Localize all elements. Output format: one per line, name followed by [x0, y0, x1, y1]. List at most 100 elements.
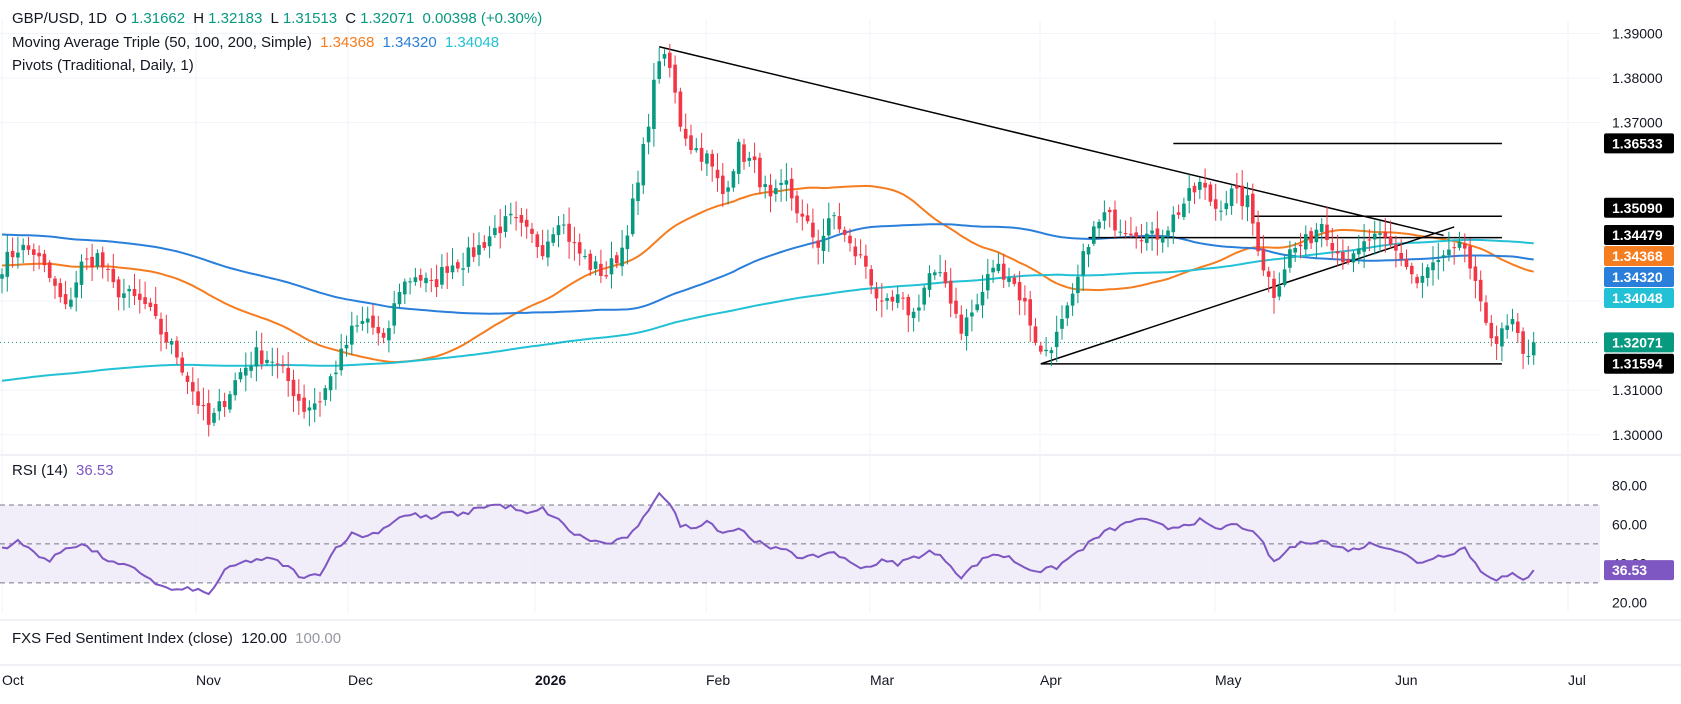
candle-body: [1060, 319, 1064, 329]
candle-body: [1473, 266, 1478, 281]
candle-body: [577, 242, 582, 254]
price-label-box: [1604, 288, 1674, 309]
candle-body: [1155, 228, 1160, 240]
candle-body: [646, 126, 651, 143]
candle-body: [1478, 279, 1483, 302]
price-labels: 1.36533 1.35090 1.34479 1.34368 1.34320 1.340…: [1604, 133, 1674, 374]
candle-body: [217, 401, 222, 412]
candle-body: [662, 54, 667, 59]
candle-body: [694, 148, 699, 151]
candle-body: [79, 261, 84, 285]
candle-body: [1054, 331, 1059, 348]
candles: [0, 43, 1536, 437]
candle-body: [1516, 321, 1520, 333]
price-label-box: [1604, 133, 1674, 154]
trendlines: [0, 46, 1600, 365]
close-label: C 1.32071: [345, 10, 415, 27]
candle-body: [731, 171, 736, 188]
candle-body: [959, 314, 964, 334]
candle-body: [1431, 262, 1435, 271]
candle-body: [853, 246, 858, 257]
candle-body: [858, 254, 863, 256]
candle-body: [917, 307, 921, 311]
candle-body: [1076, 276, 1080, 294]
candle-body: [0, 274, 4, 279]
candle-body: [779, 182, 783, 185]
candle-body: [752, 156, 757, 161]
candle-body: [721, 175, 725, 194]
candle-body: [1319, 224, 1324, 232]
candle-body: [132, 288, 137, 297]
y-tick-label: 1.37000: [1612, 115, 1663, 131]
ma-legend: Moving Average Triple (50, 100, 200, Sim…: [12, 34, 503, 51]
candle-body: [143, 297, 147, 305]
rsi-tick-label: 80.00: [1612, 478, 1647, 494]
time-axis: Oct Nov Dec 2026 Feb Mar Apr May Jun Jul: [2, 672, 1586, 688]
candle-body: [811, 222, 815, 238]
candle-body: [318, 401, 322, 403]
candle-body: [471, 247, 476, 257]
candle-body: [556, 225, 561, 236]
candle-body: [1468, 246, 1472, 269]
candle-body: [148, 302, 153, 308]
candle-body: [1505, 325, 1509, 330]
candle-body: [74, 282, 78, 298]
candle-body: [864, 255, 868, 267]
candle-body: [371, 315, 375, 328]
candle-body: [726, 187, 730, 192]
candle-body: [1198, 181, 1202, 190]
candle-body: [297, 394, 301, 401]
candle-body: [763, 184, 767, 188]
candle-body: [906, 296, 911, 316]
candle-body: [111, 268, 116, 283]
price-label: 1.35090: [1612, 200, 1663, 216]
candle-body: [1092, 226, 1096, 244]
candle-body: [466, 247, 471, 267]
candle-body: [535, 234, 540, 248]
candle-body: [328, 376, 333, 391]
candle-body: [848, 235, 852, 244]
candle-body: [715, 169, 720, 179]
candle-body: [254, 347, 259, 367]
rsi-tick-label: 60.00: [1612, 516, 1647, 532]
candle-body: [1192, 185, 1197, 193]
candle-body: [1044, 349, 1048, 352]
candle-body: [593, 261, 598, 269]
candle-body: [1097, 221, 1101, 229]
candle-body: [249, 365, 253, 371]
candle-body: [32, 249, 36, 255]
candle-body: [784, 180, 789, 185]
candle-body: [1463, 243, 1467, 249]
candle-body: [191, 382, 195, 392]
candle-body: [85, 258, 89, 260]
pivots-label: Pivots (Traditional, Daily, 1): [12, 57, 194, 74]
candle-body: [1325, 224, 1329, 240]
triangle-upper-line: [659, 46, 1444, 237]
candle-body: [609, 258, 614, 275]
candle-body: [1203, 182, 1207, 188]
candle-body: [434, 279, 439, 288]
candle-body: [233, 380, 237, 396]
candle-body: [95, 253, 100, 267]
candle-body: [747, 157, 752, 161]
candle-body: [1309, 231, 1313, 244]
candle-body: [259, 350, 264, 364]
candle-body: [1452, 247, 1456, 249]
price-label: 1.34048: [1612, 290, 1663, 306]
low-label: L 1.31513: [270, 10, 338, 27]
candle-body: [1277, 286, 1282, 297]
candle-body: [291, 379, 296, 397]
candle-body: [975, 304, 979, 311]
candle-body: [1357, 248, 1361, 255]
candle-body: [1245, 195, 1250, 208]
candle-body: [911, 311, 916, 319]
y-tick-label: 1.30000: [1612, 427, 1663, 443]
candle-body: [493, 227, 497, 236]
candle-body: [265, 359, 269, 363]
candle-body: [1049, 350, 1054, 354]
candle-body: [938, 272, 942, 274]
candle-body: [334, 372, 338, 375]
candle-body: [1441, 255, 1446, 258]
